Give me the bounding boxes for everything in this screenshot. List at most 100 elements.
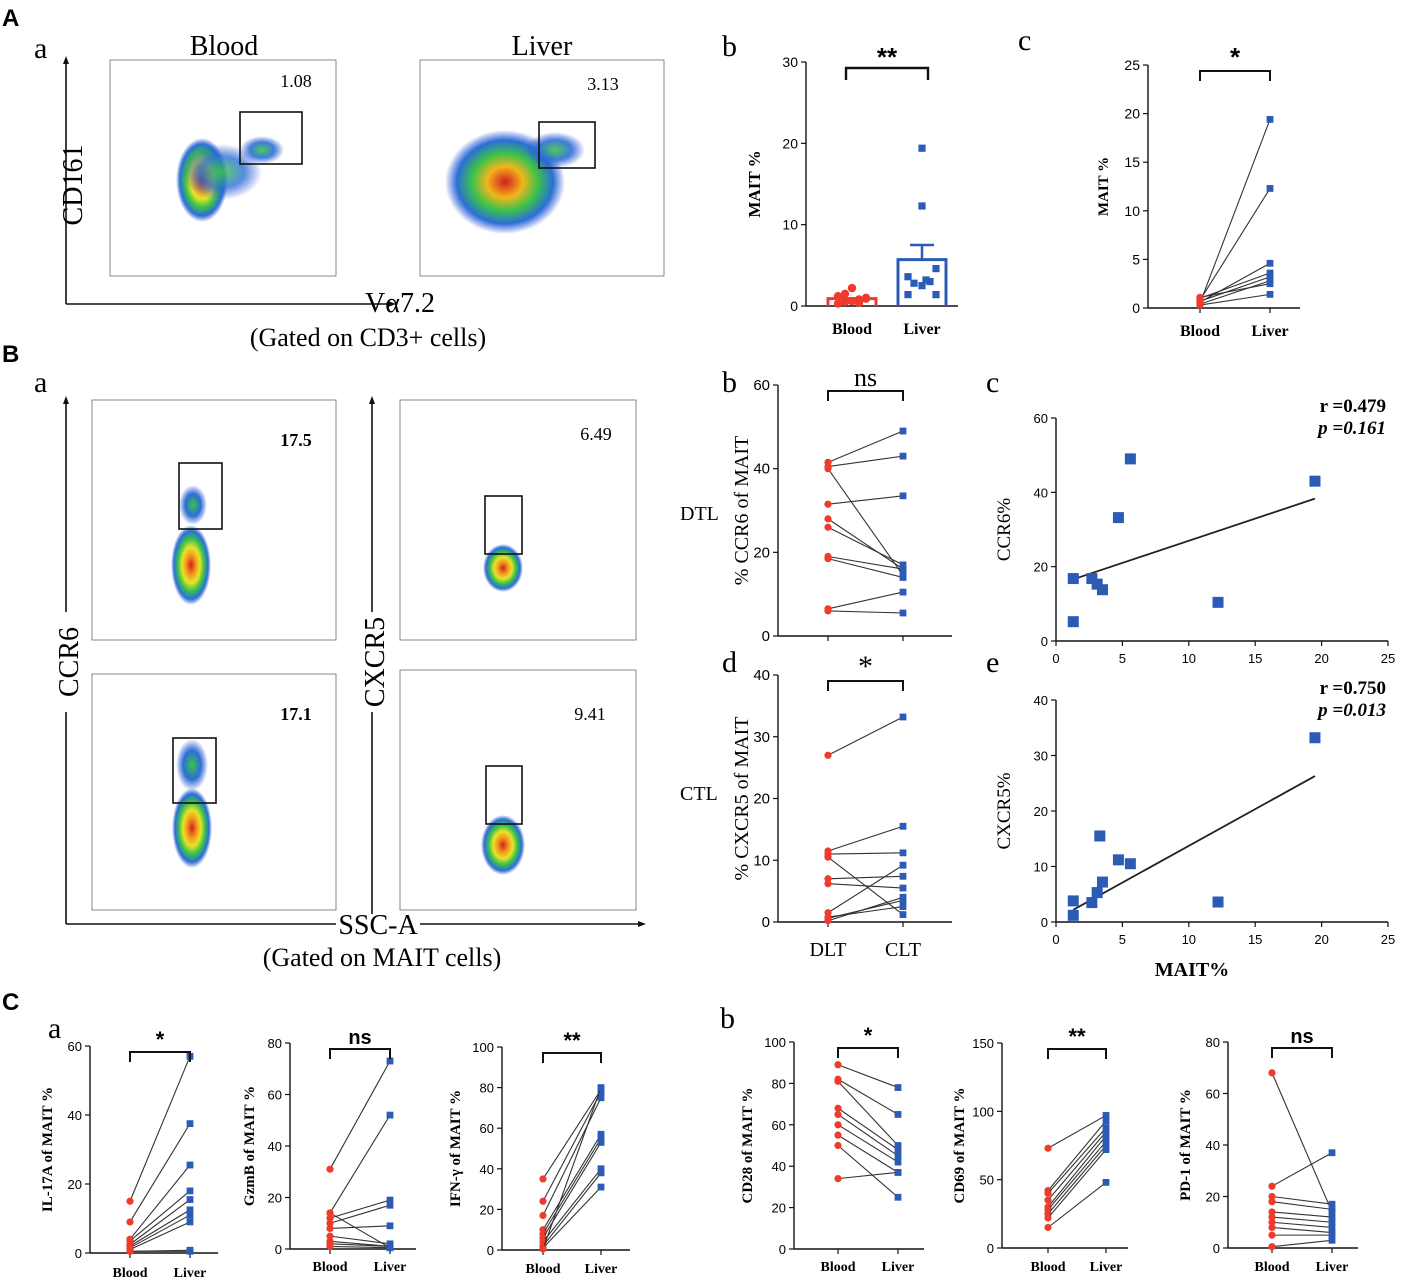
blood-point: [126, 1218, 134, 1226]
liver-point: [899, 492, 907, 500]
y-tick-label: 30: [782, 54, 798, 70]
liver-point: [597, 1084, 605, 1091]
blood-point: [539, 1211, 547, 1220]
significance-bracket: [542, 1052, 602, 1063]
y-tick-label: 40: [268, 1139, 282, 1154]
liver-point: [899, 893, 907, 901]
y-tick-label: 40: [1034, 693, 1048, 708]
x-tick-label: 5: [1119, 932, 1126, 947]
flow-A-liver-value: 3.13: [587, 74, 619, 94]
panel-letter-Ba: a: [34, 366, 47, 399]
y-tick-label: 0: [1213, 1241, 1220, 1256]
y-axis-label: % CXCR5 of MAIT: [731, 717, 753, 881]
significance-label: **: [1068, 1024, 1086, 1049]
flow-B-cxcr5-dtl-gate: [484, 495, 523, 555]
pair-line: [827, 468, 904, 576]
liver-point: [918, 202, 926, 210]
y-tick-label: 80: [268, 1036, 282, 1051]
x-tick-label: 25: [1381, 651, 1395, 666]
pair-line: [129, 1123, 191, 1223]
liver-point: [597, 1169, 605, 1177]
blood-point: [824, 875, 832, 883]
pair-line: [542, 1172, 602, 1247]
y-tick-label: 0: [1132, 300, 1140, 316]
regression-line: [1072, 775, 1316, 911]
blood-point: [840, 297, 850, 307]
liver-point: [386, 1111, 394, 1119]
liver-point: [894, 1158, 902, 1166]
pair-line: [1271, 1152, 1333, 1187]
pair-line: [1047, 1149, 1107, 1219]
liver-point: [1266, 259, 1274, 267]
blood-point: [1196, 301, 1204, 309]
y-tick-label: 40: [480, 1162, 494, 1177]
x-category-label: Blood: [1254, 1260, 1289, 1275]
liver-point: [899, 903, 907, 910]
chart-A-b-mait-percent: 0 10 20 30 MAIT % Blood Liver **: [745, 42, 958, 338]
pair-line: [542, 1138, 602, 1235]
liver-point: [899, 884, 907, 892]
x-category-label: Blood: [525, 1262, 560, 1277]
blood-point: [824, 515, 832, 523]
pair-line: [1199, 280, 1271, 305]
y-tick-label: 20: [1034, 560, 1048, 575]
y-tick-label: 60: [268, 1088, 282, 1103]
correlation-r: r =0.479: [1320, 396, 1386, 417]
x-category-label: Liver: [174, 1266, 207, 1281]
flow-B-plot-ccr6-ctl: [91, 673, 337, 911]
liver-point: [894, 1084, 902, 1091]
blood-point: [1044, 1144, 1052, 1152]
liver-point: [918, 144, 926, 152]
pair-line: [827, 430, 904, 463]
liver-point: [1102, 1132, 1110, 1140]
y-tick-label: 40: [772, 1159, 786, 1174]
liver-point: [904, 291, 912, 299]
pair-line: [837, 1124, 899, 1163]
pair-line: [129, 1221, 191, 1251]
pair-line: [1271, 1226, 1333, 1234]
liver-point: [186, 1161, 194, 1169]
blood-point: [824, 500, 832, 508]
liver-point: [1328, 1231, 1336, 1239]
y-axis-label: CXCR5%: [994, 772, 1015, 849]
liver-point: [186, 1187, 194, 1195]
panel-letter-Bc: c: [986, 366, 999, 399]
flow-B-ccr6-dtl-gate: [178, 462, 223, 530]
blood-point: [840, 289, 850, 298]
pair-line: [329, 1225, 391, 1229]
pair-line: [1271, 1211, 1333, 1218]
y-tick-label: 80: [1206, 1035, 1220, 1050]
x-tick-label: 10: [1182, 932, 1196, 947]
pair-line: [1047, 1135, 1107, 1208]
y-axis-label: PD-1 of MAIT %: [1178, 1089, 1194, 1201]
blood-point: [1044, 1189, 1052, 1197]
pair-line: [837, 1171, 899, 1180]
pair-line: [837, 1107, 899, 1151]
liver-point: [597, 1165, 605, 1173]
liver-point: [899, 861, 907, 869]
pair-line: [827, 518, 904, 570]
y-axis-label: IFN-γ of MAIT %: [448, 1090, 464, 1207]
flow-panel-B: CCR6 CXCR5 SSC-A (Gated on MAIT cells) D…: [52, 396, 719, 972]
y-tick-label: 150: [972, 1036, 994, 1051]
liver-point: [1266, 185, 1274, 192]
flow-B-ccr6-dtl-value: 17.5: [280, 430, 312, 450]
flow-B-xlabel: SSC-A: [338, 910, 418, 941]
blood-point: [1268, 1218, 1276, 1226]
y-tick-label: 40: [1034, 485, 1048, 500]
pair-line: [329, 1204, 391, 1224]
liver-point: [597, 1183, 605, 1191]
blood-point: [1268, 1069, 1276, 1077]
liver-point: [899, 565, 907, 573]
pair-line: [827, 555, 904, 570]
liver-point: [899, 452, 907, 460]
blood-point: [834, 1121, 842, 1129]
x-category-label: Liver: [903, 321, 940, 338]
y-tick-label: 30: [1034, 749, 1048, 764]
y-tick-label: 20: [480, 1202, 494, 1217]
y-tick-label: 25: [1124, 57, 1140, 73]
liver-point: [894, 1142, 902, 1149]
y-tick-label: 60: [772, 1118, 786, 1133]
y-tick-label: 10: [753, 852, 770, 869]
flow-A-liver-gate: [538, 121, 596, 169]
